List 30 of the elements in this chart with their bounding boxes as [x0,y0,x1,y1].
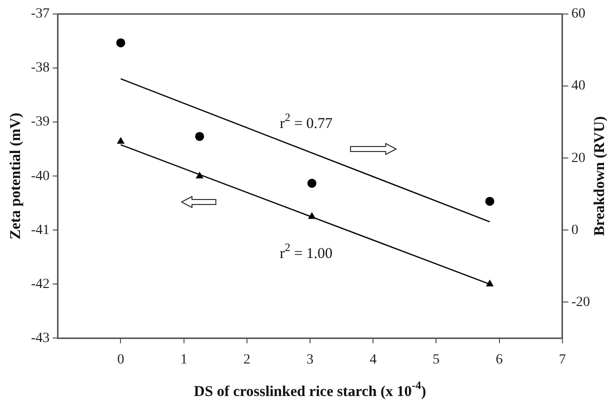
y-axis-title: Zeta potential (mV) [8,112,24,240]
point [116,38,126,48]
y2-axis-title: Breakdown (RVU) [592,116,608,236]
x-tick-label: 1 [180,352,188,368]
x-tick-label: 6 [496,352,503,368]
y2-tick-label: -20 [571,294,590,310]
point [486,280,494,286]
point [485,196,494,206]
y-tick-label: -40 [30,168,50,184]
y2-tick-label: 60 [571,6,586,22]
point [195,132,204,141]
x-tick-label: 0 [117,352,124,368]
x-tick-label: 5 [432,352,440,368]
x-tick-label: 2 [243,352,250,368]
y-tick-label: -39 [30,114,50,130]
y2-tick-label: 0 [571,222,578,238]
x-tick-label: 4 [370,352,377,368]
point [196,172,204,178]
x-tick-label: 7 [558,352,566,368]
x-tick-label: 3 [306,352,314,368]
point [116,137,125,144]
point [308,212,316,219]
point [307,178,316,188]
y-tick-label: -38 [30,60,50,76]
y-tick-label: -43 [30,330,50,346]
y2-tick-label: 20 [571,150,586,166]
y-tick-label: -37 [30,6,50,22]
y2-tick-label: 40 [571,78,586,94]
y-tick-label: -42 [30,276,50,292]
y-tick-label: -41 [30,222,50,238]
